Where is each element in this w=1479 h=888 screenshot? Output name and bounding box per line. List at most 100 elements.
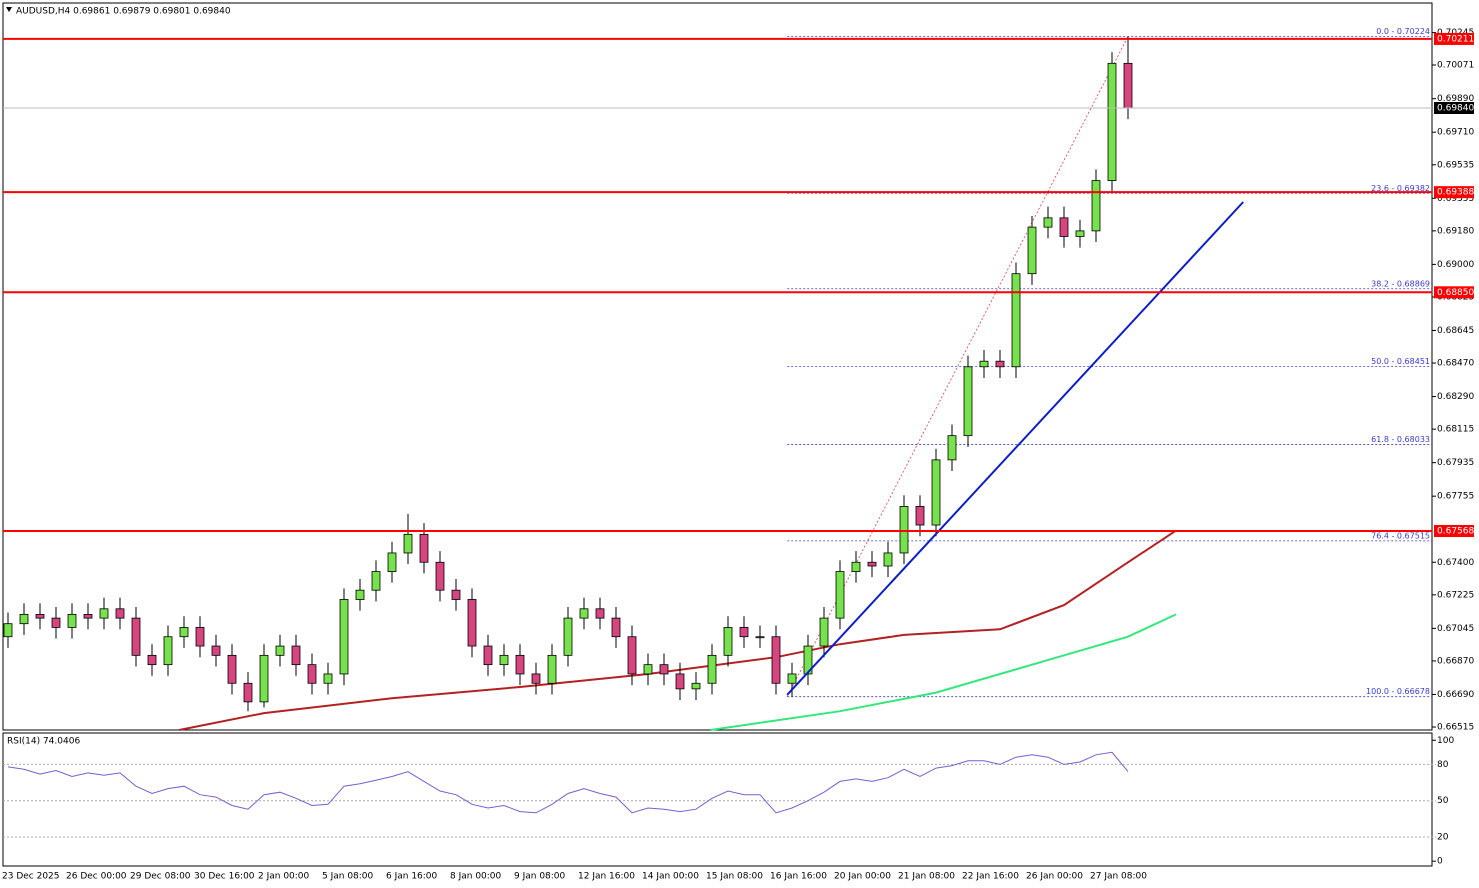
x-tick-label: 14 Jan 00:00 (642, 872, 699, 882)
level-label-box (1434, 186, 1474, 199)
candle-body (835, 571, 845, 619)
x-tick-label: 26 Dec 00:00 (66, 872, 127, 882)
fib-label: 61.8 - 0.68033 (1371, 435, 1430, 444)
rsi-title: RSI(14) 74.0406 (7, 737, 80, 747)
rsi-tick-label: 20 (1437, 832, 1449, 842)
candle-body (595, 608, 605, 619)
y-tick-label: 0.67400 (1437, 558, 1474, 568)
candle-body (467, 599, 477, 647)
candle-body (947, 435, 957, 461)
x-tick-label: 15 Jan 08:00 (706, 872, 763, 882)
candle-body (963, 366, 973, 437)
candle-body (323, 673, 333, 684)
candle-body (179, 627, 189, 638)
candle-body (483, 645, 493, 666)
y-tick-label: 0.68470 (1437, 359, 1474, 369)
candle-body (851, 561, 861, 572)
candle-body (771, 636, 781, 684)
y-tick-label: 0.67935 (1437, 458, 1474, 468)
candle-body (147, 654, 157, 666)
x-tick-label: 27 Jan 08:00 (1090, 872, 1147, 882)
candle-body (3, 623, 13, 638)
candle-body (371, 571, 381, 591)
candle-body (915, 506, 925, 526)
candle-body (755, 636, 765, 639)
fib-label: 50.0 - 0.68451 (1371, 357, 1430, 366)
y-tick-label: 0.70071 (1437, 60, 1474, 70)
x-tick-label: 8 Jan 00:00 (450, 872, 502, 882)
candle-body (579, 608, 589, 619)
candle-body (131, 617, 141, 656)
y-tick-label: 0.67045 (1437, 624, 1474, 634)
candle-body (627, 636, 637, 675)
candle-body (515, 654, 525, 675)
x-tick-label: 20 Jan 00:00 (834, 872, 891, 882)
candle-body (531, 673, 541, 684)
candle-body (643, 664, 653, 675)
trendline (786, 201, 1244, 696)
x-tick-label: 22 Jan 16:00 (962, 872, 1019, 882)
candle-body (691, 682, 701, 690)
rsi-tick-label: 0 (1437, 857, 1443, 867)
y-tick-label: 0.68645 (1437, 326, 1474, 336)
rsi-tick-label: 100 (1437, 736, 1454, 746)
candle-body (195, 627, 205, 647)
fib-label: 76.4 - 0.67515 (1371, 531, 1430, 540)
candle-body (1107, 62, 1117, 182)
candle-body (1091, 180, 1101, 232)
candle-body (739, 627, 749, 638)
y-tick-label: 0.69535 (1437, 160, 1474, 170)
y-tick-label: 0.68290 (1437, 392, 1474, 402)
rsi-panel (2, 732, 1433, 867)
candle-body (883, 552, 893, 567)
candle-body (1011, 273, 1021, 368)
candle-body (995, 360, 1005, 368)
level-label: 0.70211 (1437, 34, 1474, 44)
fib-label: 100.0 - 0.66678 (1366, 687, 1430, 696)
x-tick-label: 5 Jan 08:00 (322, 872, 374, 882)
level-label-box (1434, 286, 1474, 299)
chart-title: AUDUSD,H4 0.69861 0.69879 0.69801 0.6984… (16, 7, 231, 17)
candle-body (211, 645, 221, 656)
candle-body (243, 682, 253, 703)
candle-body (675, 673, 685, 690)
candle-body (227, 654, 237, 684)
y-tick-label: 0.69710 (1437, 128, 1474, 138)
x-tick-label: 12 Jan 16:00 (578, 872, 635, 882)
candle-body (547, 654, 557, 684)
candle-body (403, 533, 413, 554)
candle-body (979, 360, 989, 368)
bid-label-box (1434, 102, 1474, 115)
candle-body (707, 654, 717, 684)
candle-body (451, 589, 461, 600)
candle-body (1123, 62, 1133, 109)
rsi-tick-label: 50 (1437, 796, 1449, 806)
candle-body (659, 664, 669, 675)
candle-body (99, 608, 109, 619)
candle-body (275, 645, 285, 656)
candle-body (1027, 226, 1037, 275)
level-label: 0.67568 (1437, 526, 1474, 536)
y-tick-label: 0.66515 (1437, 723, 1474, 733)
price-panel (2, 2, 1433, 731)
candle-body (803, 645, 813, 675)
candle-body (115, 608, 125, 619)
candle-body (787, 673, 797, 684)
candle-body (723, 627, 733, 656)
candle-body (819, 617, 829, 647)
candle-body (51, 617, 61, 628)
y-tick-label: 0.66690 (1437, 690, 1474, 700)
candle-body (387, 552, 397, 572)
candle-body (435, 561, 445, 591)
fib-label: 0.0 - 0.70224 (1376, 27, 1430, 36)
candle-body (339, 599, 349, 675)
level-label: 0.68850 (1437, 288, 1474, 298)
candle-body (931, 459, 941, 526)
candle-body (259, 654, 269, 703)
candle-body (419, 533, 429, 563)
candle-body (67, 613, 77, 628)
x-tick-label: 26 Jan 00:00 (1026, 872, 1083, 882)
y-tick-label: 0.67225 (1437, 590, 1474, 600)
